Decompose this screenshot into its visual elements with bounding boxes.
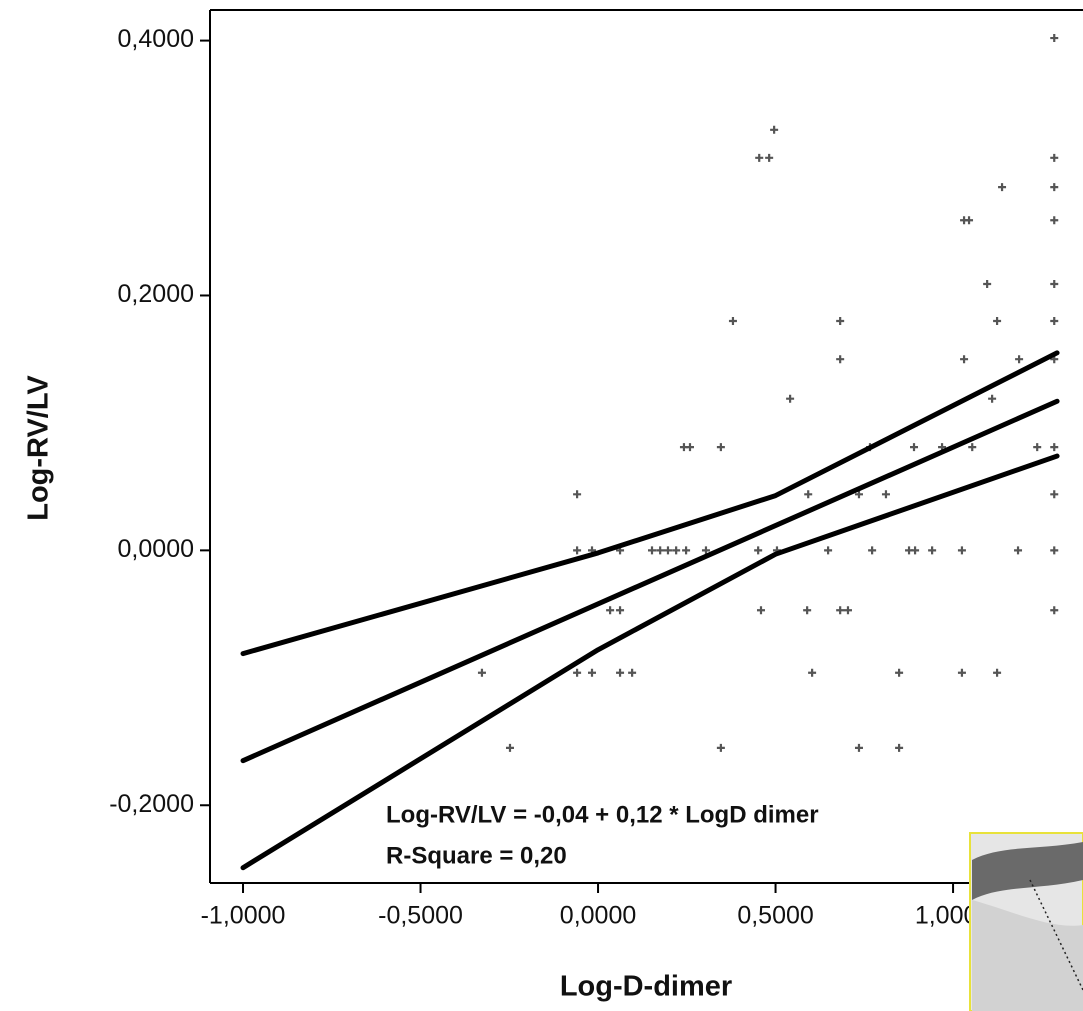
y-tick-label: 0,2000 xyxy=(118,280,194,308)
data-point xyxy=(854,743,863,752)
data-point xyxy=(606,606,615,615)
data-point xyxy=(505,743,514,752)
data-point xyxy=(957,546,966,555)
data-point xyxy=(983,280,992,289)
data-point xyxy=(573,546,582,555)
data-point xyxy=(588,668,597,677)
data-point xyxy=(868,546,877,555)
data-point xyxy=(1050,316,1059,325)
data-point xyxy=(755,153,764,162)
data-point xyxy=(960,355,969,364)
data-point xyxy=(803,606,812,615)
data-point xyxy=(765,153,774,162)
inset-texture xyxy=(972,900,1083,1011)
y-axis-label: Log-RV/LV xyxy=(23,375,55,521)
data-point xyxy=(1050,34,1059,43)
data-point xyxy=(910,443,919,452)
equation-annotation: Log-RV/LV = -0,04 + 0,12 * LogD dimer xyxy=(386,801,819,828)
data-point xyxy=(998,183,1007,192)
y-tick-label: 0,0000 xyxy=(118,535,194,563)
data-point xyxy=(836,316,845,325)
inset-photo xyxy=(969,832,1083,1011)
data-point xyxy=(573,490,582,499)
data-point xyxy=(1050,606,1059,615)
data-point xyxy=(682,546,691,555)
data-point xyxy=(754,546,763,555)
data-point xyxy=(728,316,737,325)
x-tick-label: 0,5000 xyxy=(737,902,813,930)
data-point xyxy=(843,606,852,615)
data-point xyxy=(477,668,486,677)
data-point xyxy=(648,546,657,555)
data-point xyxy=(786,394,795,403)
data-point xyxy=(993,668,1002,677)
data-point xyxy=(804,490,813,499)
data-point xyxy=(628,668,637,677)
y-tick-label: 0,4000 xyxy=(118,25,194,53)
data-point xyxy=(1050,490,1059,499)
data-point xyxy=(573,668,582,677)
data-point xyxy=(1050,443,1059,452)
data-point xyxy=(928,546,937,555)
data-point xyxy=(993,316,1002,325)
data-point xyxy=(1015,355,1024,364)
x-tick-label: -0,5000 xyxy=(378,902,463,930)
fit-line xyxy=(240,453,1060,871)
data-point xyxy=(1050,280,1059,289)
data-point xyxy=(616,668,625,677)
r-square-annotation: R-Square = 0,20 xyxy=(386,842,567,869)
x-tick-label: -1,0000 xyxy=(201,902,286,930)
data-point xyxy=(836,355,845,364)
fit-line xyxy=(240,398,1060,764)
data-point xyxy=(895,668,904,677)
fit-line xyxy=(240,350,1060,657)
data-point xyxy=(1033,443,1042,452)
data-point xyxy=(1050,153,1059,162)
data-point xyxy=(854,490,863,499)
data-point xyxy=(1050,546,1059,555)
data-point xyxy=(911,546,920,555)
data-point xyxy=(1050,216,1059,225)
data-point xyxy=(701,546,710,555)
data-point xyxy=(881,490,890,499)
data-point xyxy=(1050,183,1059,192)
x-tick-label: 0,0000 xyxy=(560,902,636,930)
inset-pointer xyxy=(1029,879,1083,991)
data-point xyxy=(685,443,694,452)
inset-texture xyxy=(972,842,1083,900)
data-point xyxy=(663,546,672,555)
data-point xyxy=(656,546,665,555)
data-point xyxy=(824,546,833,555)
data-point xyxy=(716,443,725,452)
data-point xyxy=(808,668,817,677)
data-point xyxy=(1014,546,1023,555)
data-point xyxy=(895,743,904,752)
data-point xyxy=(988,394,997,403)
data-point xyxy=(957,668,966,677)
data-point xyxy=(968,443,977,452)
data-point xyxy=(716,743,725,752)
data-point xyxy=(756,606,765,615)
y-tick-label: -0,2000 xyxy=(109,790,194,818)
data-point xyxy=(616,606,625,615)
data-point xyxy=(965,216,974,225)
x-axis-label: Log-D-dimer xyxy=(560,971,732,1003)
data-point xyxy=(836,606,845,615)
data-point xyxy=(672,546,681,555)
data-point xyxy=(770,125,779,134)
